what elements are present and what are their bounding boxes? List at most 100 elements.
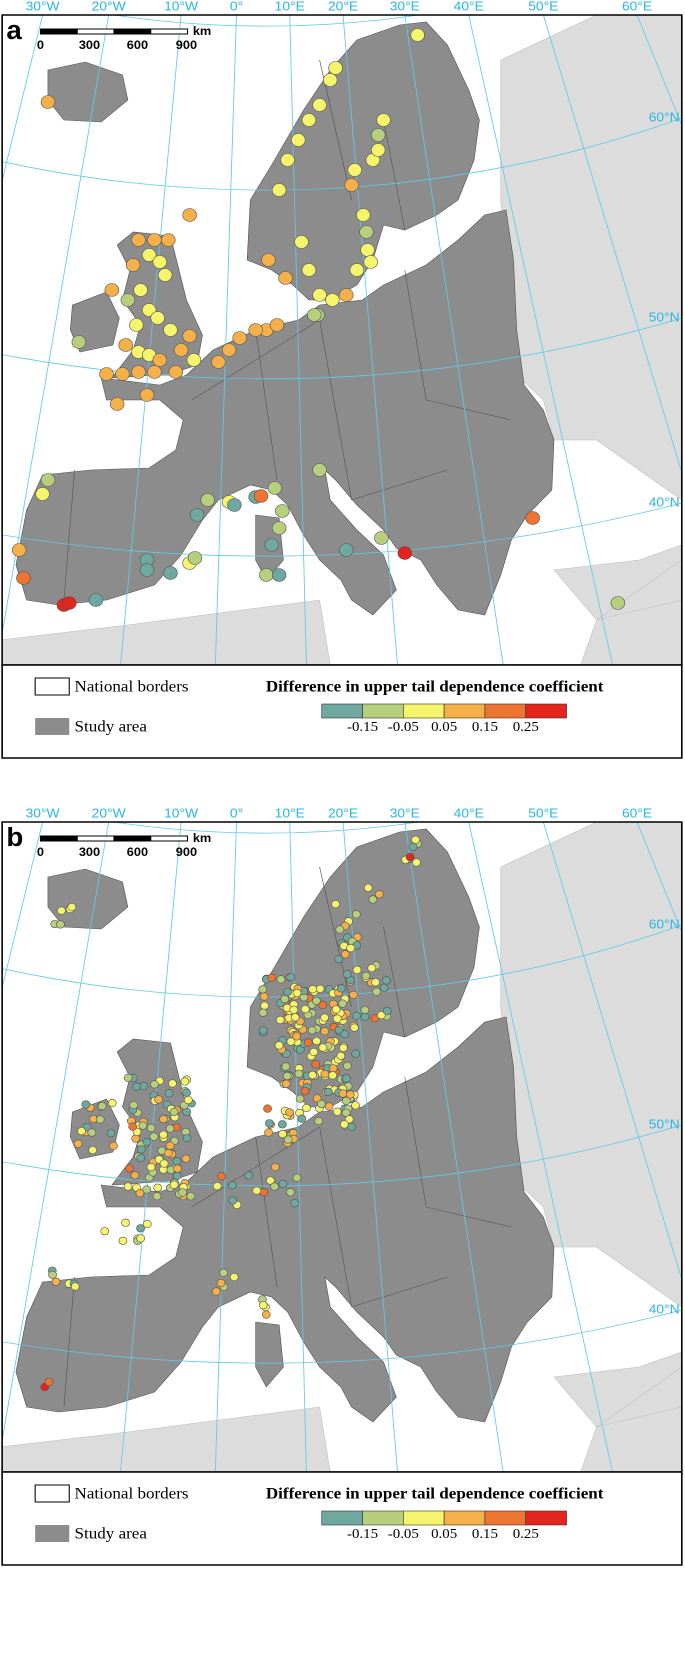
station	[212, 1181, 222, 1191]
study-area-land	[15, 1016, 555, 1423]
longitude-label: 0°	[230, 807, 243, 820]
station	[57, 906, 66, 915]
station	[282, 1071, 292, 1081]
scale-bar-label: 900	[176, 846, 197, 860]
station	[361, 971, 371, 980]
station	[379, 983, 389, 992]
station	[152, 353, 168, 367]
station	[292, 1032, 301, 1041]
station	[77, 1127, 86, 1136]
station	[168, 1079, 177, 1088]
national-border	[63, 469, 75, 601]
station	[258, 1301, 268, 1310]
station	[56, 920, 65, 929]
station	[324, 1102, 334, 1111]
longitude-label: 20°E	[328, 807, 358, 820]
station	[338, 543, 354, 557]
station	[172, 1156, 182, 1166]
station	[67, 902, 77, 912]
station	[328, 1071, 338, 1080]
station	[283, 1135, 293, 1144]
station	[252, 1186, 262, 1195]
station	[411, 835, 420, 844]
station	[318, 1043, 328, 1052]
station	[154, 1095, 164, 1104]
station	[157, 268, 173, 282]
station	[186, 353, 202, 367]
station	[161, 233, 176, 247]
station	[286, 973, 296, 982]
station	[121, 1218, 130, 1227]
station	[133, 283, 148, 297]
station	[88, 593, 104, 607]
station	[340, 1029, 350, 1039]
station	[267, 973, 277, 982]
station	[344, 1115, 354, 1124]
station	[147, 365, 162, 379]
station	[271, 568, 287, 582]
station	[412, 858, 421, 867]
national-border	[404, 1076, 427, 1208]
station	[106, 1129, 116, 1138]
latitude-label: 60°N	[649, 110, 680, 125]
station	[363, 255, 378, 269]
station	[146, 1163, 156, 1172]
station	[312, 1094, 322, 1103]
station	[312, 1036, 321, 1046]
station	[229, 1272, 239, 1282]
station	[139, 388, 155, 402]
station	[363, 883, 373, 892]
station	[320, 1070, 330, 1079]
parallel	[112, 15, 420, 27]
station	[104, 283, 120, 297]
station	[152, 255, 168, 269]
meridian	[289, 15, 307, 665]
station	[277, 1120, 287, 1129]
station	[269, 318, 285, 332]
station	[345, 1090, 355, 1099]
scale-bar-segment	[113, 835, 152, 842]
station	[267, 481, 283, 495]
station	[274, 1041, 284, 1050]
station	[95, 1115, 105, 1124]
station	[189, 508, 205, 522]
station	[139, 563, 155, 577]
station	[271, 183, 287, 197]
station	[308, 985, 318, 994]
station	[100, 1227, 110, 1236]
station	[136, 1153, 146, 1163]
station	[186, 1192, 196, 1201]
station	[88, 1146, 98, 1155]
station	[149, 1132, 159, 1141]
station	[374, 890, 384, 899]
national-border	[351, 469, 448, 501]
station	[211, 1287, 221, 1296]
station	[336, 1051, 346, 1061]
station	[260, 1001, 269, 1010]
legend-borders-label: National borders	[75, 1484, 189, 1502]
station	[130, 1171, 140, 1180]
longitude-label: 30°E	[390, 807, 420, 820]
station	[159, 1130, 168, 1139]
station	[371, 978, 380, 987]
station	[173, 1164, 182, 1173]
station	[159, 1115, 168, 1124]
scale-bar-label: 300	[79, 39, 100, 53]
station	[258, 1026, 268, 1035]
station	[278, 271, 293, 285]
station	[73, 1139, 83, 1148]
station	[16, 571, 31, 585]
station	[131, 1134, 141, 1143]
station	[123, 1182, 133, 1191]
color-bar-bin	[321, 703, 363, 719]
station	[136, 1145, 146, 1154]
station	[87, 1128, 97, 1137]
station	[71, 335, 87, 349]
station	[292, 1173, 302, 1182]
legend-borders-swatch	[34, 677, 70, 696]
station	[259, 992, 269, 1001]
meridian	[2, 15, 110, 636]
legend-study-label: Study area	[75, 717, 148, 735]
station	[258, 985, 268, 994]
